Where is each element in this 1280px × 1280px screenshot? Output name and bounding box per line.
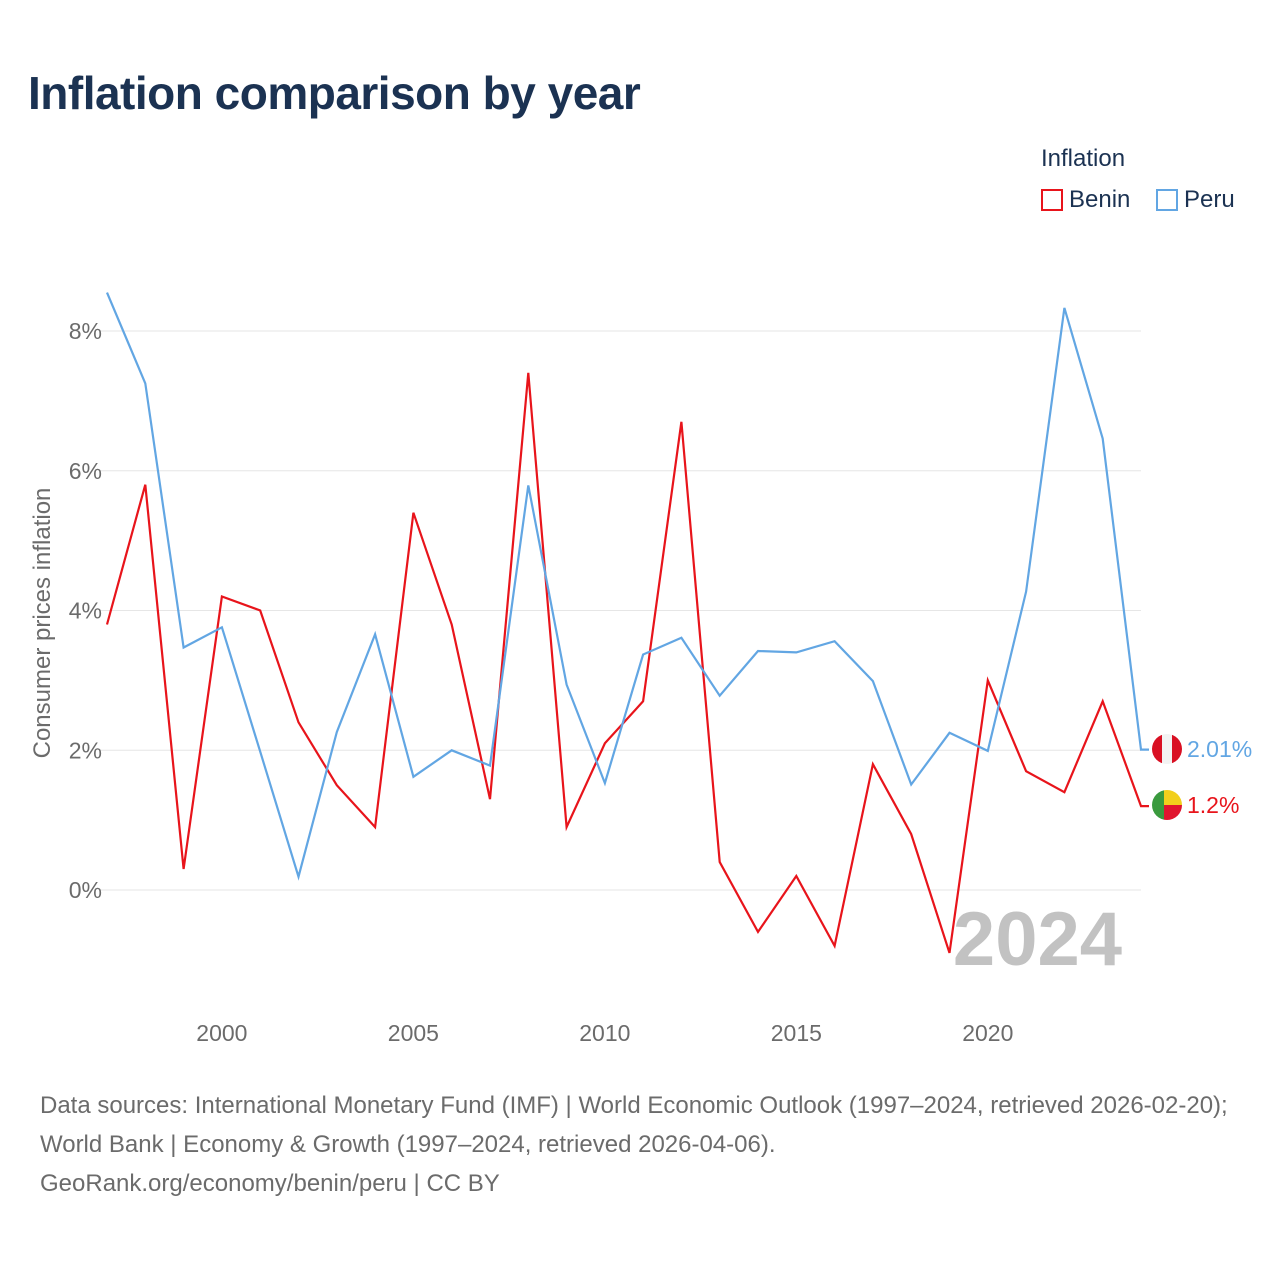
x-tick-label: 2005 bbox=[388, 1020, 439, 1046]
x-axis-ticks: 2000 2005 2010 2015 2020 bbox=[196, 1020, 1013, 1046]
legend-item-peru[interactable]: Peru bbox=[1156, 186, 1235, 214]
line-chart: 0% 2% 4% 6% 8% 2000 2005 2010 2015 2020 Consumer… bbox=[29, 292, 1252, 1046]
legend-swatch-peru bbox=[1156, 189, 1178, 211]
x-tick-label: 2000 bbox=[196, 1020, 247, 1046]
y-tick-label: 8% bbox=[69, 318, 102, 344]
x-tick-label: 2015 bbox=[771, 1020, 822, 1046]
x-tick-label: 2010 bbox=[579, 1020, 630, 1046]
gridlines bbox=[100, 330, 1141, 891]
legend-label-peru: Peru bbox=[1184, 186, 1235, 213]
series-line-peru bbox=[105, 292, 1149, 881]
y-tick-label: 4% bbox=[69, 598, 102, 624]
footer: Data sources: International Monetary Fun… bbox=[40, 1086, 1250, 1203]
end-labels: 1.2% 2.01% bbox=[1152, 734, 1252, 820]
end-label-peru: 2.01% bbox=[1187, 736, 1252, 762]
year-watermark: 2024 bbox=[953, 897, 1122, 982]
data-sources-text: Data sources: International Monetary Fun… bbox=[40, 1092, 1228, 1158]
y-tick-label: 2% bbox=[69, 737, 102, 763]
y-tick-label: 0% bbox=[69, 877, 102, 903]
y-tick-label: 6% bbox=[69, 458, 102, 484]
legend-swatch-benin bbox=[1041, 189, 1063, 211]
peru-flag-icon bbox=[1152, 734, 1182, 764]
end-label-benin: 1.2% bbox=[1187, 792, 1239, 818]
chart-title: Inflation comparison by year bbox=[28, 67, 641, 119]
x-tick-label: 2020 bbox=[962, 1020, 1013, 1046]
y-axis-label: Consumer prices inflation bbox=[29, 488, 56, 759]
series-group bbox=[105, 292, 1149, 954]
legend-label-benin: Benin bbox=[1069, 186, 1131, 213]
benin-flag-icon bbox=[1152, 790, 1182, 820]
series-line-benin bbox=[105, 372, 1149, 954]
y-axis-ticks: 0% 2% 4% 6% 8% bbox=[69, 318, 102, 903]
credit-link[interactable]: GeoRank.org/economy/benin/peru | CC BY bbox=[40, 1170, 500, 1197]
legend-title: Inflation bbox=[1041, 145, 1126, 172]
legend-item-benin[interactable]: Benin bbox=[1041, 186, 1130, 214]
